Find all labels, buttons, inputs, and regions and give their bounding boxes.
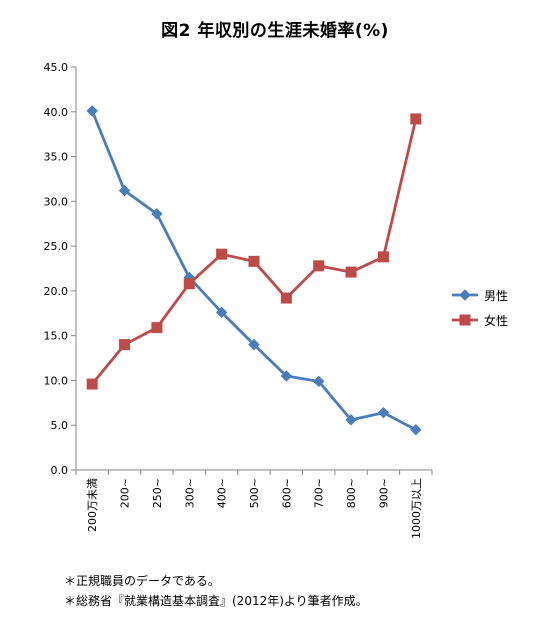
y-tick-label: 10.0 <box>44 374 69 387</box>
x-tick-label: 1000万以上 <box>410 478 423 539</box>
data-point-female <box>119 339 131 351</box>
series-line-male <box>90 110 417 431</box>
y-tick-label: 25.0 <box>44 240 69 253</box>
data-point-male <box>86 105 98 117</box>
x-tick-label: 800~ <box>345 478 358 508</box>
data-point-female <box>216 248 228 260</box>
data-point-male <box>280 370 293 382</box>
data-point-male <box>345 414 357 426</box>
data-point-female <box>345 266 357 278</box>
x-tick-label: 250~ <box>151 478 164 508</box>
x-tick-label: 600~ <box>280 478 293 508</box>
x-tick-label: 700~ <box>313 478 326 508</box>
footnote-source-scope: ＊正規職員のデータである。 <box>64 574 220 588</box>
data-point-female <box>151 322 163 334</box>
data-point-male <box>410 423 422 436</box>
chart-title: 図2 年収別の生涯未婚率(%) <box>161 21 389 41</box>
legend-marker-female <box>459 314 471 326</box>
data-point-male <box>215 306 228 319</box>
y-tick-label: 40.0 <box>44 106 69 119</box>
data-point-male <box>313 375 325 388</box>
x-tick-label: 200万未満 <box>86 478 99 532</box>
legend-label-female: 女性 <box>484 313 508 328</box>
data-point-male <box>377 406 390 419</box>
x-tick-label: 200~ <box>119 478 132 508</box>
x-tick-label: 900~ <box>377 478 390 508</box>
data-point-female <box>280 292 292 304</box>
data-point-female <box>410 113 422 125</box>
footnote-source-citation: ＊総務省『就業構造基本調査』(2012年)より筆者作成。 <box>64 594 368 608</box>
legend-label-male: 男性 <box>484 289 508 303</box>
y-tick-label: 20.0 <box>44 285 69 298</box>
y-tick-label: 15.0 <box>44 330 69 343</box>
y-tick-label: 35.0 <box>44 151 69 164</box>
data-point-female <box>86 378 98 390</box>
data-point-female <box>377 251 389 263</box>
data-point-female <box>313 260 325 272</box>
y-tick-label: 5.0 <box>51 419 69 432</box>
x-tick-label: 400~ <box>216 478 229 508</box>
data-point-male <box>118 184 131 197</box>
data-point-male <box>248 338 260 351</box>
y-tick-label: 45.0 <box>44 61 69 74</box>
data-point-female <box>183 278 195 290</box>
legend-marker-male <box>459 289 471 301</box>
x-tick-label: 300~ <box>183 478 196 508</box>
y-tick-label: 0.0 <box>51 464 69 477</box>
data-point-male <box>151 208 163 220</box>
data-point-female <box>248 255 260 267</box>
y-tick-label: 30.0 <box>44 195 69 208</box>
x-tick-label: 500~ <box>248 478 261 508</box>
